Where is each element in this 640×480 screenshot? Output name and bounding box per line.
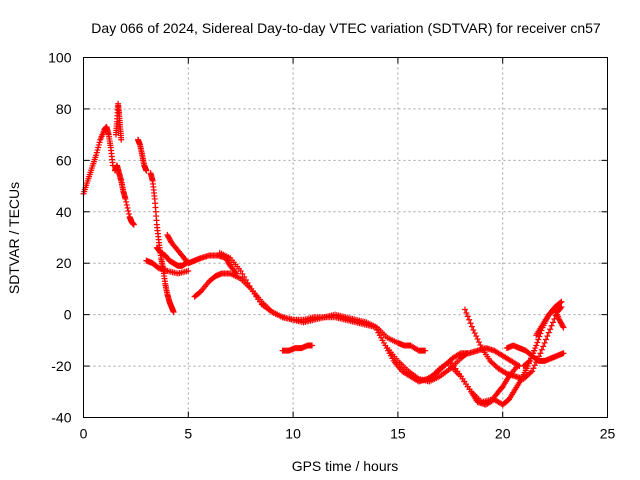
data-point (308, 342, 315, 349)
data-point (130, 221, 137, 228)
data-point (124, 204, 131, 211)
y-tick-label: -40 (51, 410, 71, 426)
x-axis-label: GPS time / hours (292, 458, 399, 474)
data-point (558, 303, 565, 310)
data-point (544, 333, 551, 340)
data-point (122, 195, 129, 202)
data-point (464, 313, 471, 320)
data-point (185, 267, 192, 274)
y-tick-label: 0 (64, 307, 72, 323)
y-axis-label: SDTVAR / TECUs (6, 182, 22, 294)
series-arc-t (533, 306, 567, 339)
data-point (475, 339, 482, 346)
data-point (464, 350, 471, 357)
series-arc-d (134, 136, 150, 174)
data-point (461, 306, 468, 313)
data-point (559, 323, 566, 330)
data-point (143, 167, 150, 174)
series-arc-r (503, 342, 567, 364)
data-point (550, 319, 557, 326)
data-point (468, 323, 475, 330)
x-axis: 0 5 10 15 20 25 (80, 57, 616, 442)
data-point (533, 342, 540, 349)
data-point (470, 327, 477, 334)
data-point (514, 363, 521, 370)
x-tick-label: 0 (80, 426, 88, 442)
series-arc-l (311, 311, 429, 354)
data-point (534, 339, 541, 346)
data-point (548, 322, 555, 329)
y-tick-label: 100 (48, 50, 72, 66)
data-point (474, 336, 481, 343)
data-point (560, 324, 567, 331)
y-tick-label: -20 (51, 358, 71, 374)
data-point (525, 358, 532, 365)
data-point (527, 369, 534, 376)
data-point (543, 336, 550, 343)
data-point (466, 316, 473, 323)
data-point (456, 351, 463, 358)
data-point (125, 210, 132, 217)
series-arc-e (147, 170, 177, 316)
series-arc-b (112, 100, 125, 143)
series-arc-c (111, 162, 137, 228)
y-tick-label: 60 (56, 152, 72, 168)
series-arc-g (153, 244, 190, 269)
data-point (463, 351, 470, 358)
series-arc-a (80, 123, 116, 197)
data-point (170, 309, 177, 316)
data-point (540, 343, 547, 350)
series-arc-k (279, 342, 315, 354)
data-point (535, 336, 542, 343)
data-point (529, 368, 536, 375)
x-tick-label: 20 (495, 426, 511, 442)
x-tick-label: 15 (390, 426, 406, 442)
data-point (123, 201, 130, 208)
chart-title: Day 066 of 2024, Sidereal Day-to-day VTE… (91, 20, 601, 36)
data-point (422, 347, 429, 354)
data-point (537, 350, 544, 357)
plot-frame (83, 57, 608, 418)
data-point (558, 298, 565, 305)
data-point (463, 309, 470, 316)
data-point (541, 339, 548, 346)
y-axis: -40 -20 0 20 40 60 80 100 (48, 50, 608, 426)
series-arc-f (143, 257, 192, 277)
data-point (530, 365, 537, 372)
data-point (547, 326, 554, 333)
data-point (473, 333, 480, 340)
data-points (80, 100, 567, 408)
data-point (531, 362, 538, 369)
y-tick-label: 20 (56, 255, 72, 271)
data-point (502, 369, 509, 376)
data-point (471, 330, 478, 337)
data-point (538, 346, 545, 353)
data-point (557, 304, 564, 311)
y-tick-label: 40 (56, 204, 72, 220)
x-tick-label: 5 (184, 426, 192, 442)
x-tick-label: 10 (285, 426, 301, 442)
data-point (125, 207, 132, 214)
x-tick-label: 25 (600, 426, 616, 442)
data-point (551, 315, 558, 322)
data-point (560, 350, 567, 357)
data-point (557, 299, 564, 306)
data-point (477, 342, 484, 349)
data-point (118, 136, 125, 143)
y-tick-label: 80 (56, 101, 72, 117)
data-point (123, 198, 130, 205)
data-point (467, 320, 474, 327)
data-point (545, 329, 552, 336)
